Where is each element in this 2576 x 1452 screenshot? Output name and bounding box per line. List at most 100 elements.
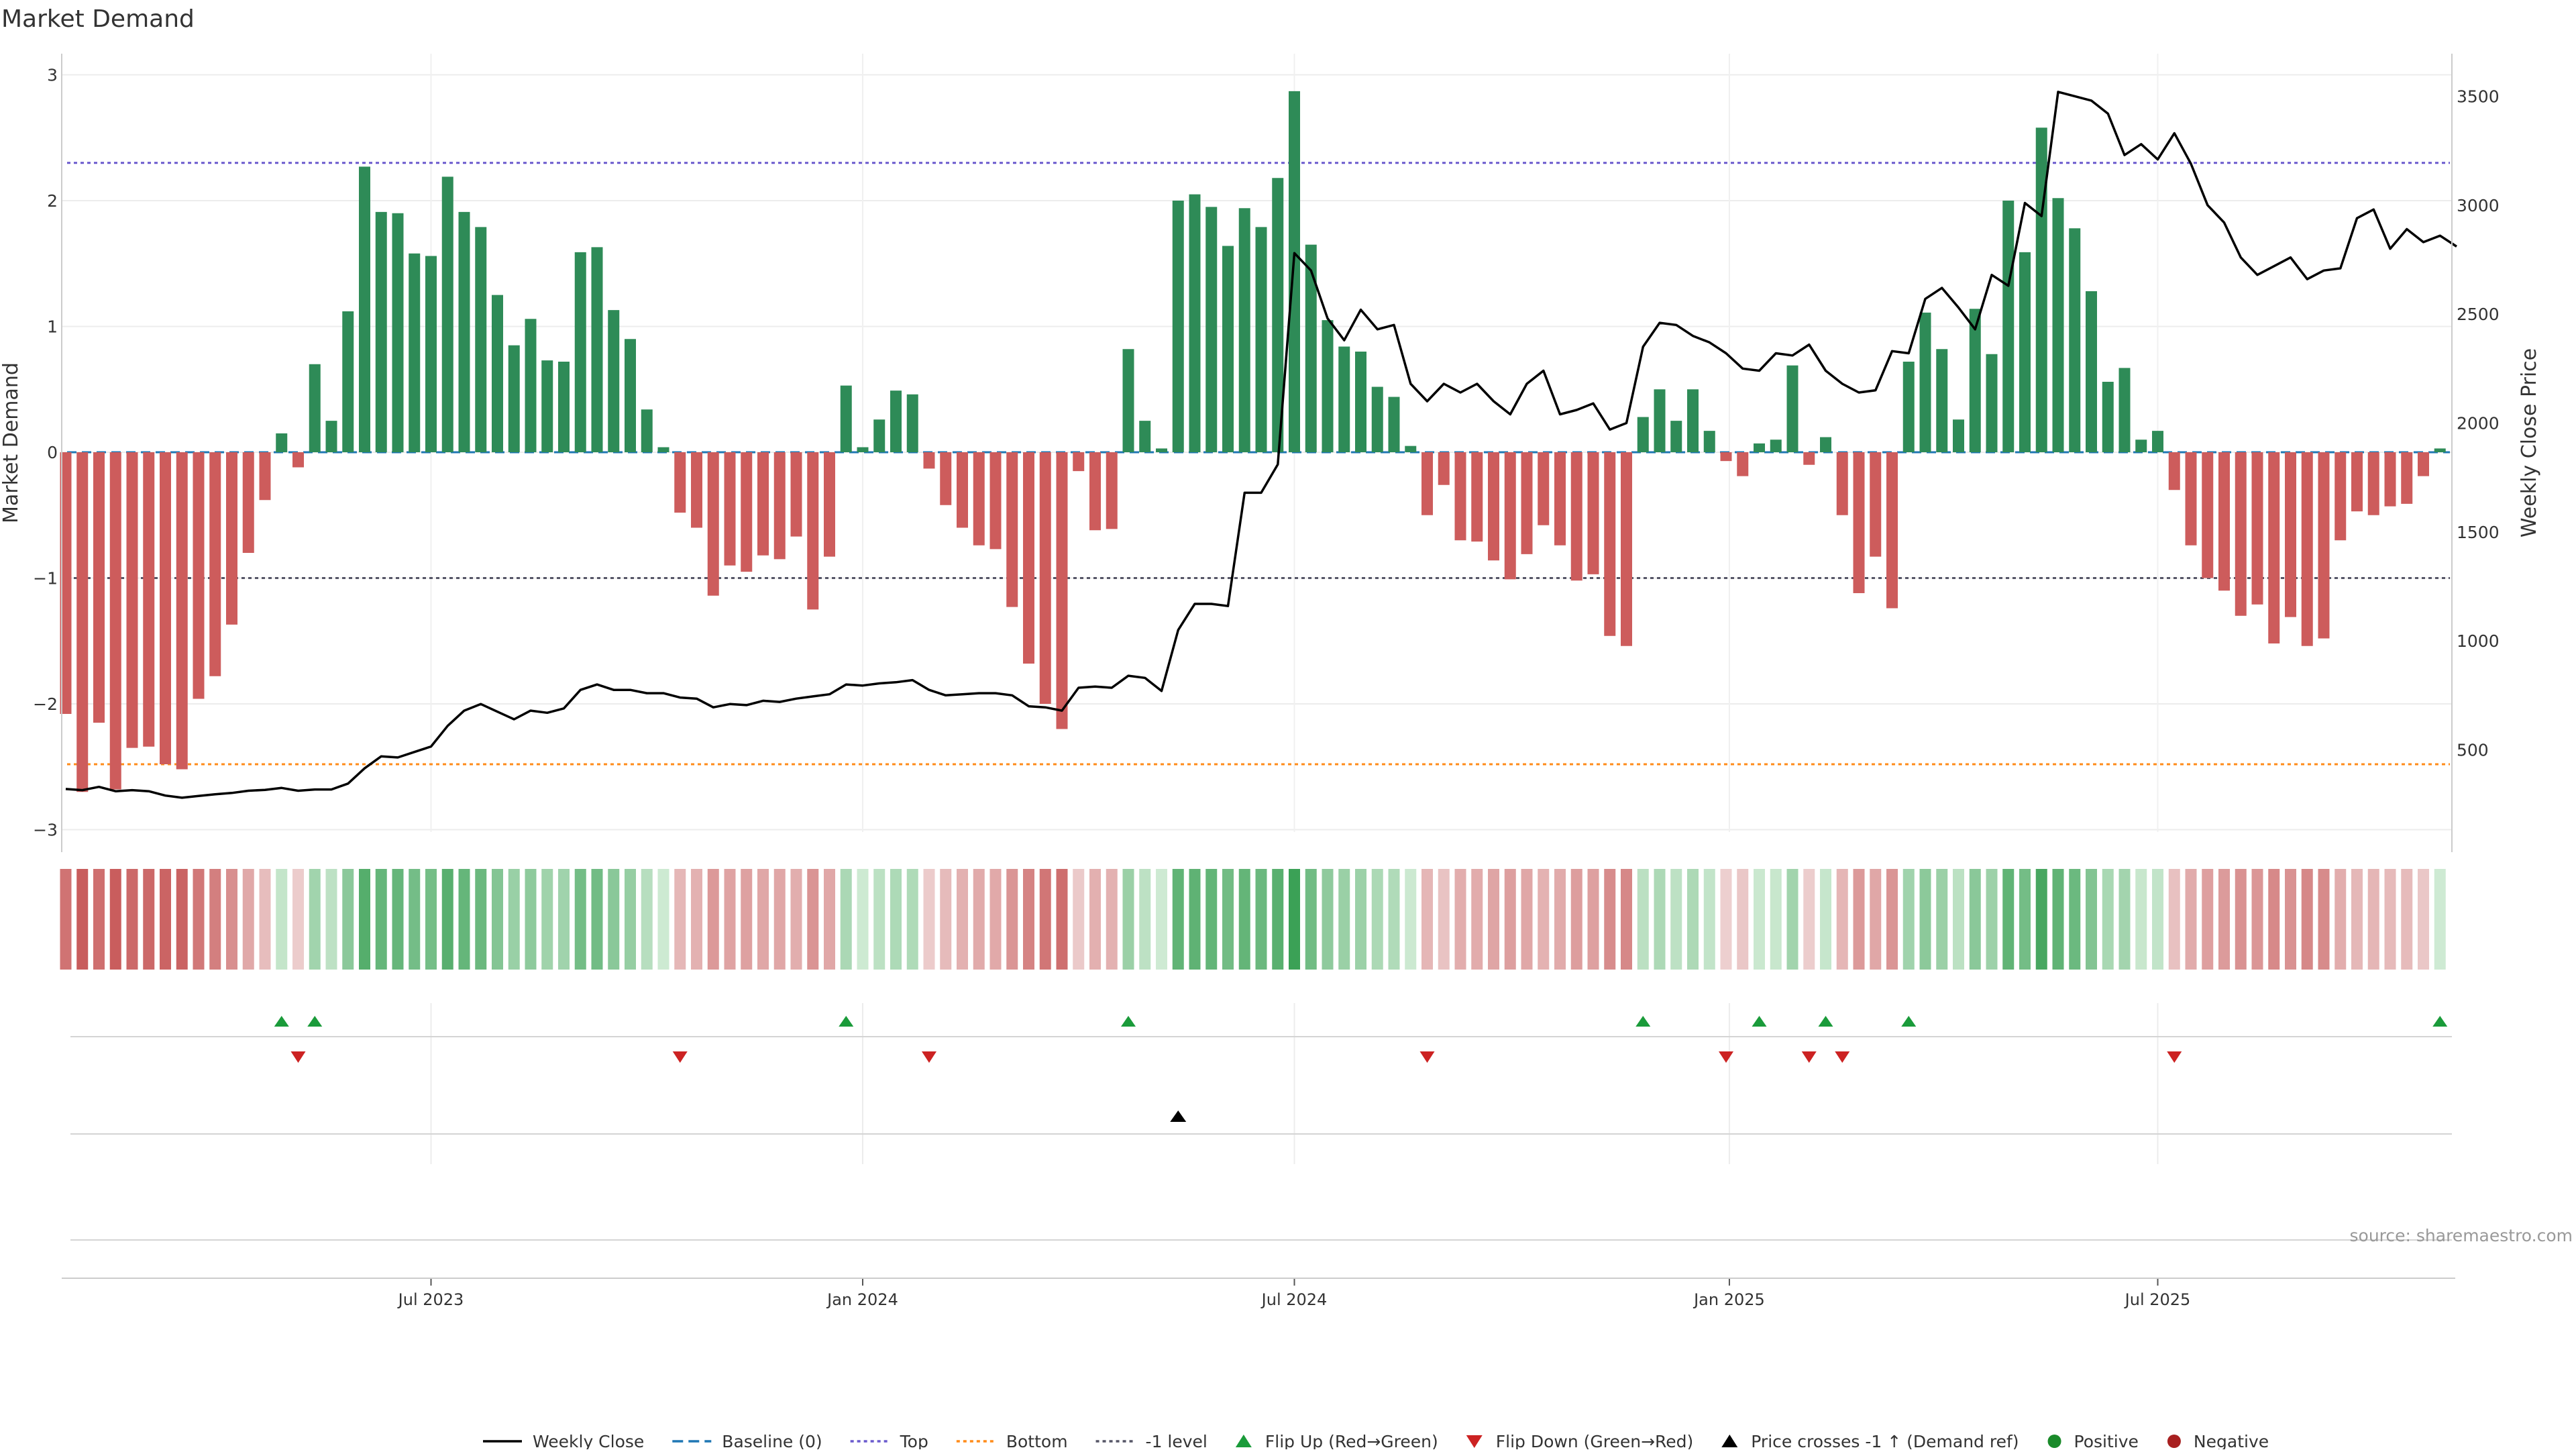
heat-strip-cell	[2351, 869, 2363, 970]
demand-bar	[1272, 178, 1284, 452]
legend-label: Bottom	[1006, 1432, 1068, 1449]
y-axis-title-right: Weekly Close Price	[2518, 348, 2541, 537]
flip-down-marker	[672, 1051, 688, 1063]
heat-strip-cell	[1371, 869, 1383, 970]
heat-strip-cell	[2002, 869, 2015, 970]
heat-strip-cell	[2185, 869, 2197, 970]
demand-bar	[2268, 452, 2280, 643]
heat-strip-cell	[292, 869, 304, 970]
legend-entry: Weekly Close	[483, 1432, 644, 1451]
heat-strip-cell	[1205, 869, 1218, 970]
heat-strip-cell	[2152, 869, 2163, 970]
y-tick-label-left: −3	[33, 821, 58, 840]
legend-swatch	[1466, 1435, 1483, 1448]
y-tick-label-left: 3	[47, 66, 58, 85]
demand-bar	[1853, 452, 1865, 593]
demand-bar	[1222, 246, 1234, 452]
heat-strip-cell	[541, 869, 553, 970]
demand-bar	[1803, 452, 1815, 465]
heat-strip-cell	[2318, 869, 2330, 970]
demand-bar	[1205, 207, 1218, 452]
demand-bar	[1521, 452, 1533, 554]
demand-bar	[940, 452, 952, 505]
heat-strip-cell	[508, 869, 520, 970]
demand-bar	[2069, 228, 2081, 452]
demand-bar	[2019, 252, 2031, 452]
demand-bar	[790, 452, 802, 537]
demand-bar	[957, 452, 968, 528]
heat-strip-cell	[1322, 869, 1334, 970]
demand-bar	[2185, 452, 2197, 546]
demand-bar	[1454, 452, 1466, 541]
heat-strip-cell	[1189, 869, 1201, 970]
heat-strip-cell	[840, 869, 852, 970]
flip-up-marker	[1818, 1016, 1833, 1027]
heat-strip-cell	[1039, 869, 1051, 970]
flip-up-marker	[307, 1016, 323, 1027]
legend-label: Baseline (0)	[722, 1432, 822, 1449]
demand-bar	[143, 452, 155, 747]
heat-strip-cell	[1986, 869, 1998, 970]
heat-strip-cell	[359, 869, 370, 970]
heat-strip-cell	[906, 869, 918, 970]
demand-bar	[657, 447, 669, 452]
heat-strip-cell	[1621, 869, 1632, 970]
heat-strip-cell	[2019, 869, 2031, 970]
heat-strip-cell	[458, 869, 470, 970]
heat-strip-cell	[1106, 869, 1118, 970]
heat-strip-cell	[957, 869, 968, 970]
heat-strip-cell	[1820, 869, 1831, 970]
flip-down-marker	[1719, 1051, 1733, 1063]
heat-strip-cell	[574, 869, 586, 970]
demand-bar	[1969, 309, 1981, 452]
heat-strip-cell	[1521, 869, 1533, 970]
demand-bar	[392, 213, 404, 452]
heat-strip-cell	[790, 869, 802, 970]
demand-bar	[1322, 320, 1334, 452]
demand-bar	[1023, 452, 1034, 664]
heat-strip-cell	[2235, 869, 2247, 970]
demand-bar	[591, 247, 603, 452]
y-tick-label-right: 3000	[2457, 196, 2500, 215]
heat-strip-cell	[2418, 869, 2429, 970]
heat-strip-cell	[492, 869, 503, 970]
heat-strip-cell	[2434, 869, 2446, 970]
legend-swatch	[1721, 1435, 1738, 1447]
demand-bar	[1338, 346, 1350, 452]
heat-strip-cell	[1355, 869, 1366, 970]
heat-strip-cell	[1488, 869, 1499, 970]
legend-label: Positive	[2074, 1432, 2139, 1449]
heat-strip-cell	[2251, 869, 2263, 970]
heat-strip-cell	[143, 869, 155, 970]
demand-bar	[773, 452, 786, 560]
heat-strip-cell	[724, 869, 736, 970]
heat-strip-cell	[890, 869, 902, 970]
heat-strip-cell	[1471, 869, 1483, 970]
heat-strip-cell	[2135, 869, 2147, 970]
demand-bar	[2301, 452, 2313, 646]
demand-bar	[1621, 452, 1632, 646]
heat-strip-cell	[625, 869, 636, 970]
heat-strip-cell	[1737, 869, 1749, 970]
demand-bar	[1156, 448, 1167, 452]
demand-bar	[292, 452, 304, 468]
demand-bar	[1388, 397, 1400, 452]
y-tick-label-right: 2500	[2457, 305, 2500, 324]
demand-bar	[2384, 452, 2396, 507]
heat-strip-cell	[1421, 869, 1433, 970]
heat-strip-cell	[409, 869, 421, 970]
source-label: source: sharemaestro.com	[2350, 1226, 2573, 1245]
heat-strip-cell	[160, 869, 171, 970]
y-tick-label-left: −2	[33, 694, 58, 714]
demand-bar	[1289, 91, 1300, 452]
heat-strip-cell	[375, 869, 387, 970]
heat-strip-cell	[940, 869, 952, 970]
demand-bars	[60, 91, 2446, 792]
heat-strip-cell	[176, 869, 188, 970]
heat-strip-cell	[525, 869, 537, 970]
legend-label: Weekly Close	[533, 1432, 644, 1449]
heat-strip-cell	[2334, 869, 2347, 970]
demand-bar	[1604, 452, 1616, 636]
demand-bar	[1587, 452, 1599, 574]
